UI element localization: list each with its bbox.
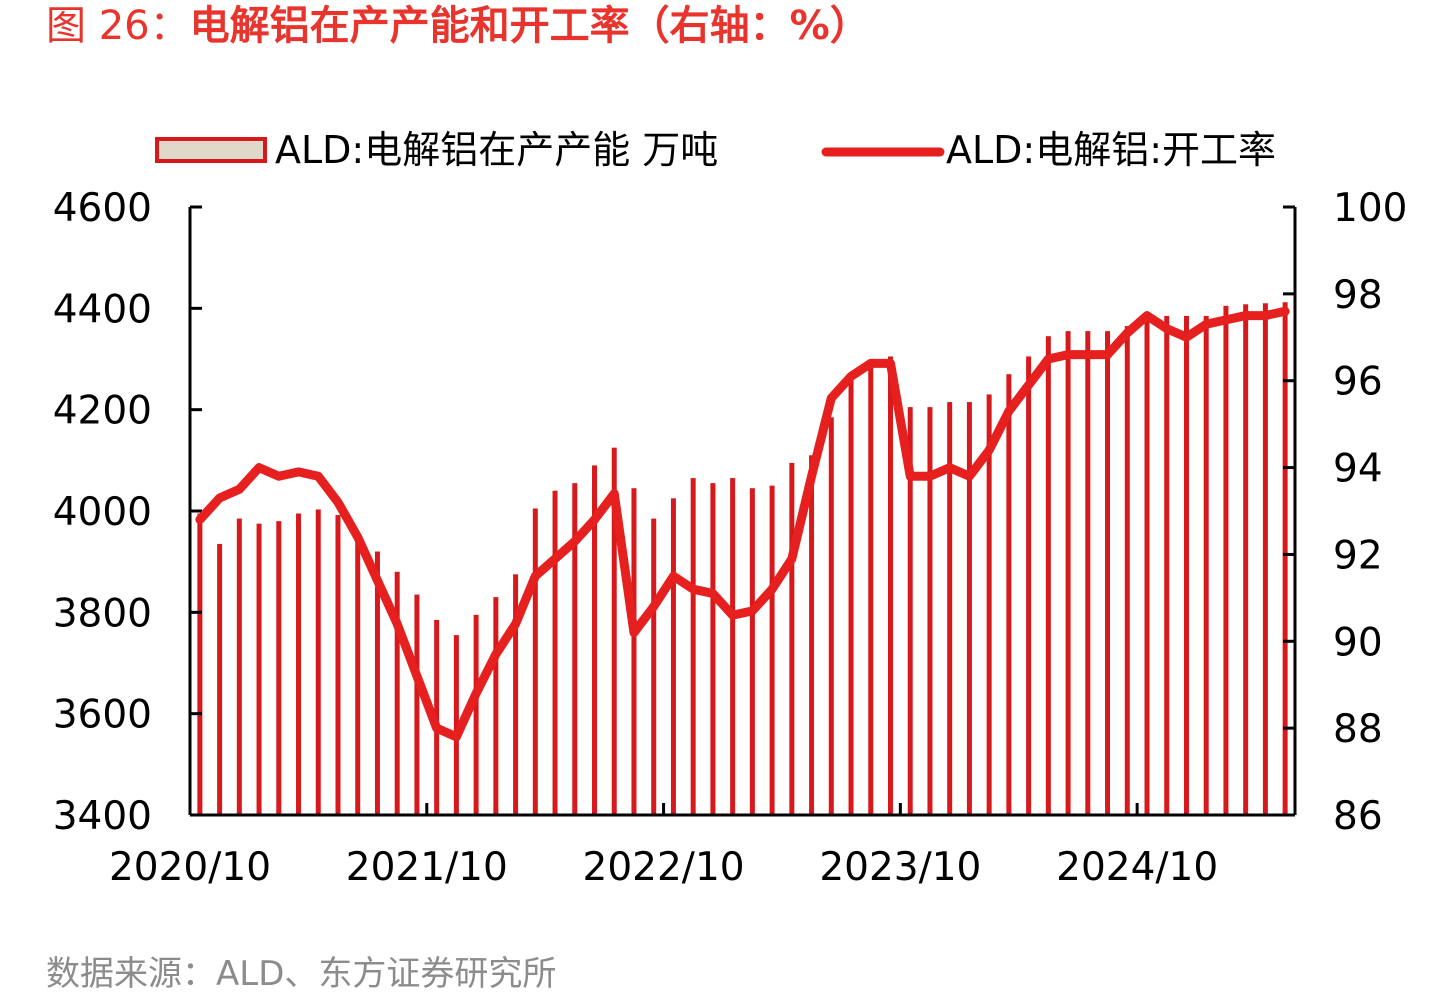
capacity-bar bbox=[1105, 331, 1111, 815]
capacity-bar bbox=[1124, 326, 1130, 815]
capacity-bar bbox=[1006, 374, 1012, 815]
legend: ALD:电解铝在产产能 万吨 ALD:电解铝:开工率 bbox=[155, 128, 1276, 172]
x-axis-tick-label: 2022/10 bbox=[583, 845, 745, 890]
capacity-bar bbox=[947, 402, 953, 815]
x-axis-tick-label: 2024/10 bbox=[1056, 845, 1218, 890]
figure-title-main: 电解铝在产产能和开工率（右轴：%） bbox=[189, 3, 870, 49]
capacity-bar bbox=[1223, 305, 1229, 815]
capacity-bar bbox=[493, 597, 499, 815]
bar-series bbox=[197, 302, 1288, 815]
capacity-bar bbox=[1183, 315, 1189, 815]
capacity-bar bbox=[572, 483, 578, 815]
figure-title: 图 26：电解铝在产产能和开工率（右轴：%） bbox=[46, 0, 870, 56]
source-note: 数据来源：ALD、东方证券研究所 bbox=[46, 954, 557, 994]
capacity-bar bbox=[1045, 336, 1051, 815]
legend-bar-swatch bbox=[155, 137, 267, 163]
right-axis-tick-label: 90 bbox=[1333, 620, 1383, 665]
capacity-bar bbox=[296, 513, 302, 815]
right-axis-tick-label: 88 bbox=[1333, 707, 1383, 752]
figure-title-prefix: 图 26： bbox=[46, 3, 190, 49]
legend-line-label: ALD:电解铝:开工率 bbox=[946, 128, 1276, 172]
capacity-bar bbox=[374, 551, 380, 815]
capacity-bar bbox=[276, 521, 282, 815]
capacity-bar bbox=[197, 513, 203, 815]
capacity-bar bbox=[927, 407, 933, 815]
left-axis-tick-label: 4400 bbox=[53, 287, 152, 332]
capacity-bar bbox=[473, 614, 479, 815]
legend-bar-label: ALD:电解铝在产产能 万吨 bbox=[275, 128, 718, 172]
capacity-bar bbox=[611, 447, 617, 815]
line-series-layer bbox=[195, 306, 1290, 742]
left-axis-tick-label: 3400 bbox=[53, 794, 152, 839]
capacity-bar bbox=[414, 594, 420, 815]
capacity-bar bbox=[335, 515, 341, 815]
right-axis-tick-label: 100 bbox=[1333, 186, 1407, 231]
capacity-bar bbox=[394, 571, 400, 815]
capacity-bar bbox=[1144, 313, 1150, 815]
capacity-bar bbox=[453, 635, 459, 815]
capacity-bar bbox=[690, 478, 696, 815]
capacity-bar bbox=[355, 533, 361, 815]
right-axis-tick-label: 94 bbox=[1333, 447, 1383, 492]
capacity-bar bbox=[1164, 315, 1170, 815]
capacity-bar bbox=[789, 462, 795, 815]
chart: ALD:电解铝在产产能 万吨 ALD:电解铝:开工率 3400 3600 3800 4… bbox=[53, 128, 1408, 890]
capacity-bar bbox=[710, 483, 716, 815]
capacity-bar bbox=[887, 356, 893, 815]
capacity-bar bbox=[532, 508, 538, 815]
capacity-bar bbox=[236, 518, 242, 815]
x-axis-tick-label: 2023/10 bbox=[819, 845, 981, 890]
capacity-bar bbox=[315, 509, 321, 815]
right-axis-tick-label: 92 bbox=[1333, 533, 1383, 578]
left-axis-tick-label: 4000 bbox=[53, 490, 152, 535]
capacity-bar bbox=[730, 478, 736, 815]
left-axis-tick-label: 3600 bbox=[53, 693, 152, 738]
capacity-bar bbox=[631, 488, 637, 815]
capacity-bar bbox=[1085, 331, 1091, 815]
capacity-bar bbox=[1065, 331, 1071, 815]
capacity-bar bbox=[651, 518, 657, 815]
capacity-bar bbox=[1026, 356, 1032, 815]
capacity-bar bbox=[513, 574, 519, 815]
right-axis-tick-label: 86 bbox=[1333, 794, 1383, 839]
capacity-bar bbox=[848, 376, 854, 815]
left-axis-tick-label: 3800 bbox=[53, 591, 152, 636]
capacity-bar bbox=[868, 366, 874, 815]
capacity-bar bbox=[670, 498, 676, 815]
capacity-bar bbox=[1203, 315, 1209, 815]
x-axis-tick-label: 2021/10 bbox=[346, 845, 508, 890]
right-axis-tick-label: 98 bbox=[1333, 273, 1383, 318]
capacity-bar bbox=[809, 455, 815, 815]
left-axis-tick-label: 4200 bbox=[53, 389, 152, 434]
capacity-bar bbox=[828, 417, 834, 815]
capacity-bar bbox=[552, 490, 558, 815]
capacity-bar bbox=[256, 523, 262, 815]
capacity-bar bbox=[1282, 302, 1288, 815]
x-axis-tick-label: 2020/10 bbox=[109, 845, 271, 890]
capacity-bar bbox=[769, 485, 775, 815]
capacity-bar bbox=[986, 394, 992, 815]
capacity-bar bbox=[1243, 304, 1249, 815]
capacity-bar bbox=[217, 543, 223, 815]
capacity-bar bbox=[966, 402, 972, 815]
left-axis-tick-label: 4600 bbox=[53, 186, 152, 231]
utilization-rate-line bbox=[195, 306, 1290, 742]
capacity-bar bbox=[592, 465, 598, 815]
capacity-bar bbox=[907, 407, 913, 815]
capacity-bar bbox=[749, 488, 755, 815]
axes: 3400 3600 3800 4000 4200 4400 4600 86 88 90 92 94 96… bbox=[53, 186, 1408, 890]
capacity-bar bbox=[1262, 303, 1268, 815]
right-axis-tick-label: 96 bbox=[1333, 360, 1383, 405]
